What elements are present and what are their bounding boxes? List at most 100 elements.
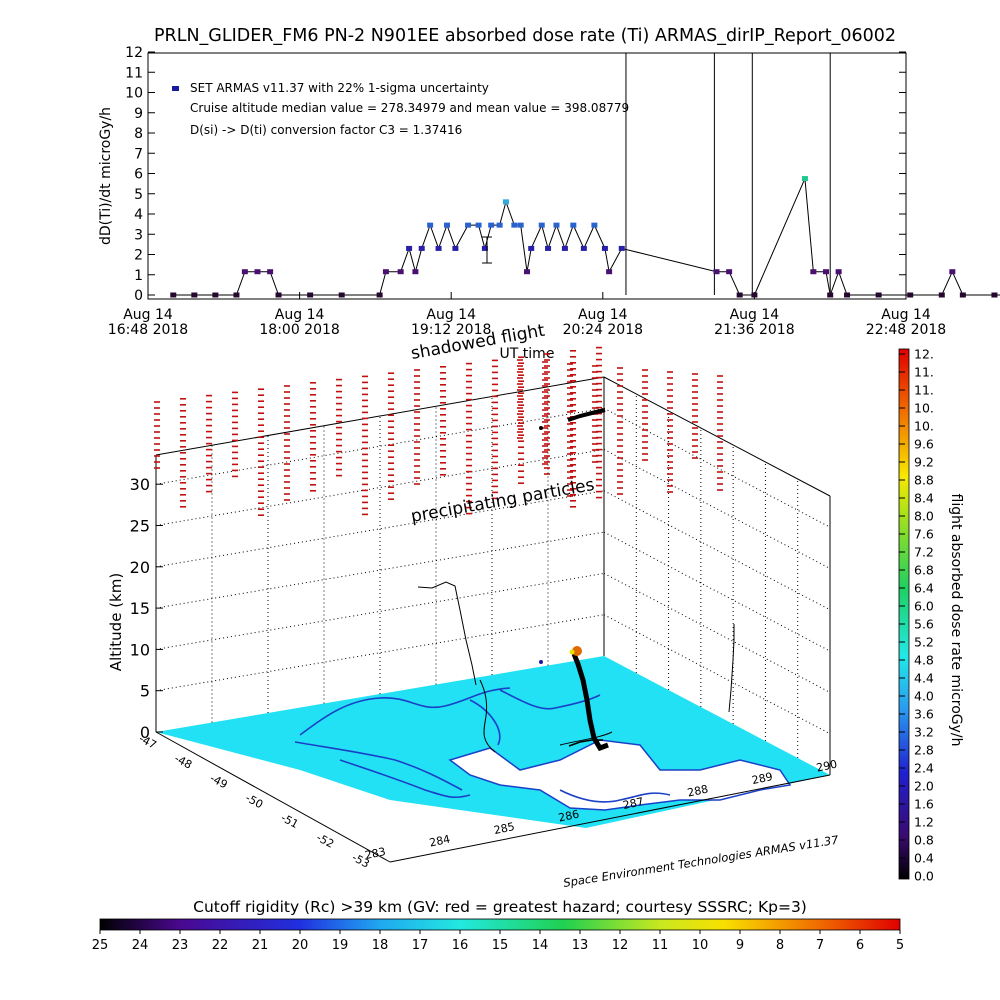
top-xtick-date: Aug 14 bbox=[578, 307, 628, 323]
dose-point bbox=[726, 269, 733, 275]
top-ytick-label: 1 bbox=[134, 268, 143, 284]
rigidity-colorbar-ticks: 25 24 23 22 21 20 19 18 17 16 15 14 13 12 11 10 9 8 7 6 5 bbox=[92, 930, 904, 953]
right-wall-gridline bbox=[603, 449, 831, 569]
right-wall-gridline bbox=[603, 531, 831, 652]
dose-colorbar-tick-label: 0.4 bbox=[914, 851, 934, 866]
dose-colorbar-tick-label: 3.6 bbox=[914, 707, 934, 722]
dose-point bbox=[488, 222, 495, 228]
rigidity-colorbar-tick-label: 11 bbox=[652, 938, 669, 953]
dose-point bbox=[412, 269, 419, 275]
dose-colorbar-tick-label: 10. bbox=[914, 419, 934, 434]
dose-point bbox=[553, 222, 560, 228]
top-xtick-date: Aug 14 bbox=[730, 307, 780, 323]
dose-colorbar-tick-label: 4.0 bbox=[914, 689, 934, 704]
right-wall-gridline bbox=[603, 572, 831, 693]
dose-point bbox=[538, 222, 545, 228]
altitude-tick-label: 5 bbox=[140, 682, 150, 701]
coastline-black bbox=[479, 679, 613, 753]
longitude-tick-label: 290 bbox=[815, 758, 838, 775]
dose-point bbox=[267, 269, 274, 275]
dose-point bbox=[338, 292, 345, 298]
dose-point bbox=[528, 245, 535, 251]
altitude-tick-label: 10 bbox=[130, 640, 150, 659]
top-xtick-date: Aug 14 bbox=[123, 307, 173, 323]
dose-colorbar-swatch bbox=[898, 348, 910, 880]
top-ytick-label: 6 bbox=[134, 167, 143, 183]
dose-point bbox=[545, 245, 552, 251]
dose-colorbar-tick-label: 12. bbox=[914, 347, 934, 362]
conversion-factor-note: D(si) -> D(ti) conversion factor C3 = 1.… bbox=[190, 123, 462, 137]
top-ytick-label: 4 bbox=[134, 207, 143, 223]
dose-point bbox=[991, 292, 998, 298]
dose-point bbox=[517, 222, 524, 228]
dose-colorbar-tick-label: 6.0 bbox=[914, 599, 934, 614]
dose-colorbar-tick-label: 5.6 bbox=[914, 617, 934, 632]
dose-point bbox=[822, 269, 829, 275]
dose-point bbox=[275, 292, 282, 298]
longitude-tick-label: 288 bbox=[686, 783, 709, 800]
longitude-tick-label: 287 bbox=[622, 795, 645, 812]
rigidity-colorbar-tick-label: 22 bbox=[212, 938, 229, 953]
dose-point bbox=[959, 292, 966, 298]
top-xtick-time: 20:24 2018 bbox=[563, 322, 643, 338]
top-xtick-date: Aug 14 bbox=[426, 307, 476, 323]
longitude-tick-label: 284 bbox=[428, 833, 451, 850]
dose-colorbar-tick-label: 9.2 bbox=[914, 455, 934, 470]
dose-colorbar-label: flight absorbed dose rate microGy/h bbox=[948, 494, 964, 747]
chart-title: PRLN_GLIDER_FM6 PN-2 N901EE absorbed dos… bbox=[154, 26, 896, 46]
land-area bbox=[448, 739, 792, 811]
top-xtick-time: 18:00 2018 bbox=[259, 322, 339, 338]
dose-point bbox=[212, 292, 219, 298]
top-xtick-time: 19:12 2018 bbox=[411, 322, 491, 338]
credit-text: Space Environment Technologies ARMAS v11… bbox=[562, 832, 840, 889]
dose-point bbox=[844, 292, 851, 298]
rigidity-colorbar-tick-label: 14 bbox=[532, 938, 549, 953]
dose-point bbox=[570, 222, 577, 228]
rigidity-colorbar-tick-label: 8 bbox=[776, 938, 784, 953]
dose-point bbox=[907, 292, 914, 298]
dose-spikes bbox=[625, 53, 831, 295]
dose-point bbox=[465, 222, 472, 228]
dose-point bbox=[511, 222, 518, 228]
dose-colorbar-tick-label: 0.0 bbox=[914, 869, 934, 884]
dose-colorbar-tick-label: 1.6 bbox=[914, 797, 934, 812]
rigidity-colorbar-tick-label: 24 bbox=[132, 938, 149, 953]
dose-point bbox=[606, 269, 613, 275]
right-wall-gridline bbox=[603, 614, 831, 735]
dose-point bbox=[580, 245, 587, 251]
top-ytick-label: 5 bbox=[134, 187, 143, 203]
top-ytick-label: 8 bbox=[134, 126, 143, 142]
box-front-edges bbox=[155, 731, 831, 863]
dose-colorbar-tick-label: 0.8 bbox=[914, 833, 934, 848]
dose-colorbar-tick-label: 8.0 bbox=[914, 509, 934, 524]
precipitating-particles-annotation: precipitating particles bbox=[409, 475, 596, 527]
uncertainty-errorbar bbox=[482, 236, 492, 264]
dose-point bbox=[835, 269, 842, 275]
legend-series-label: SET ARMAS v11.37 with 22% 1-sigma uncert… bbox=[190, 81, 489, 95]
dose-point bbox=[307, 292, 314, 298]
legend-marker-icon bbox=[172, 86, 179, 91]
top-ytick-label: 12 bbox=[125, 45, 143, 61]
dose-series-line bbox=[173, 178, 1000, 297]
rigidity-colorbar-tick-label: 16 bbox=[452, 938, 469, 953]
altitude-tick-label: 25 bbox=[130, 517, 150, 536]
dose-point bbox=[233, 292, 240, 298]
longitude-axis: 283 284 285 286 287 288 289 290 bbox=[364, 758, 839, 863]
dose-point bbox=[427, 222, 434, 228]
coastline-contours bbox=[294, 687, 671, 803]
dose-colorbar-tick-label: 11. bbox=[914, 383, 934, 398]
altitude-tick-label: 15 bbox=[130, 599, 150, 618]
dose-colorbar-tick-label: 8.4 bbox=[914, 491, 934, 506]
dose-colorbar-tick-label: 1.2 bbox=[914, 815, 934, 830]
longitude-tick-label: 289 bbox=[751, 770, 774, 787]
dose-colorbar-tick-label: 11. bbox=[914, 365, 934, 380]
dose-point bbox=[591, 222, 598, 228]
dose-point bbox=[435, 245, 442, 251]
top-xlabel: UT time bbox=[500, 346, 555, 362]
rigidity-colorbar-tick-label: 6 bbox=[856, 938, 864, 953]
dose-colorbar-tick-label: 6.8 bbox=[914, 563, 934, 578]
dose-point bbox=[524, 269, 530, 275]
